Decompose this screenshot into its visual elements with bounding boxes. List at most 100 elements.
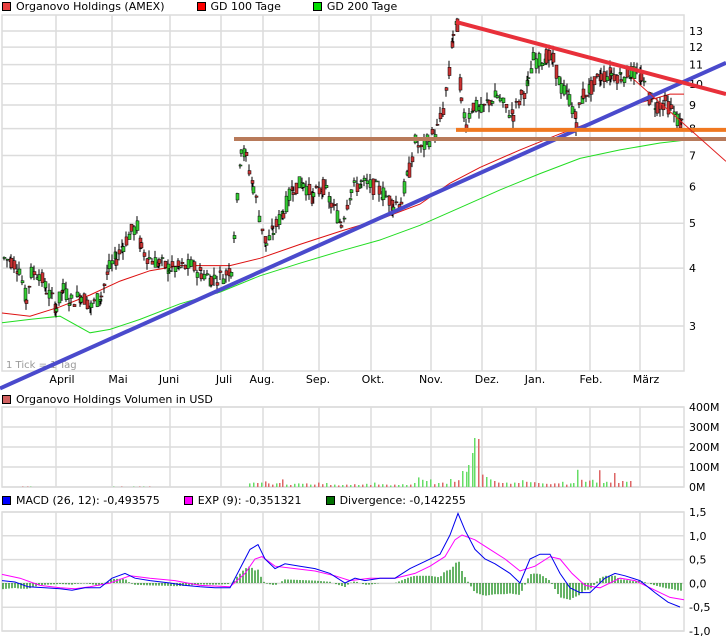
volume-bar — [596, 482, 598, 487]
x-tick-label: Feb. — [580, 373, 603, 386]
volume-bar — [573, 483, 575, 487]
legend-item-macd: MACD (26, 12): -0,493575 — [2, 494, 160, 507]
volume-bar — [362, 484, 364, 487]
y-tick-label: 9 — [689, 99, 696, 112]
macd-y-tick: 1,5 — [689, 506, 707, 519]
x-tick-label: Dez. — [475, 373, 500, 386]
macd-panel: 1,5 1,0 0,5 0,0 -0,5 -1,0 — [1, 506, 710, 638]
volume-bar — [468, 465, 470, 487]
volume-bar — [454, 481, 456, 487]
volume-bar — [282, 479, 284, 487]
volume-bar — [618, 483, 620, 487]
volume-bar — [599, 470, 601, 487]
x-tick-label: April — [49, 373, 74, 386]
volume-bar — [626, 481, 628, 487]
volume-bar — [249, 483, 251, 487]
volume-bar — [426, 481, 428, 487]
volume-bar — [542, 483, 544, 487]
volume-bar — [322, 484, 324, 487]
volume-bar — [442, 482, 444, 487]
volume-bar — [622, 481, 624, 487]
volume-bar — [261, 482, 263, 487]
volume-bar — [466, 471, 468, 487]
volume-bar — [306, 483, 308, 487]
volume-bar — [530, 482, 532, 487]
volume-bar — [614, 473, 616, 487]
volume-bar — [265, 481, 267, 487]
y-tick-label: 13 — [689, 25, 703, 38]
volume-bar — [486, 477, 488, 487]
volume-bar — [630, 481, 632, 487]
legend-item-gd100: GD 100 Tage — [196, 0, 281, 13]
trendline-rising-support — [0, 60, 726, 391]
volume-bar — [534, 482, 536, 487]
macd-y-tick: 1,0 — [689, 530, 707, 543]
volume-bar — [603, 483, 605, 487]
volume-bar — [257, 483, 259, 487]
macd-y-tick: 0,0 — [689, 577, 707, 590]
volume-bar — [546, 483, 548, 487]
volume-bar — [494, 481, 496, 487]
trendline-thin-red-falling — [631, 77, 726, 162]
x-tick-label: Juni — [158, 373, 179, 386]
volume-bar — [378, 484, 380, 487]
volume-bar — [414, 483, 416, 487]
volume-y-tick: 300M — [689, 421, 720, 434]
trendline-falling-resistance — [455, 19, 726, 97]
volume-y-tick: 200M — [689, 441, 720, 454]
volume-bar — [272, 484, 274, 487]
macd-y-tick: 0,5 — [689, 554, 707, 567]
volume-bar — [279, 483, 281, 487]
legend-swatch-exp — [183, 496, 193, 505]
volume-bar — [610, 482, 612, 487]
legend-swatch-gd100 — [196, 2, 206, 11]
volume-panel: 400M 300M 200M 100M 0M — [1, 401, 720, 494]
volume-bar — [592, 479, 594, 487]
macd-y-tick: -0,5 — [689, 601, 710, 614]
volume-y-tick: 400M — [689, 401, 720, 414]
volume-bar — [577, 469, 579, 487]
volume-bar — [498, 482, 500, 487]
volume-bar — [402, 484, 404, 487]
volume-y-tick: 100M — [689, 461, 720, 474]
volume-bar — [302, 483, 304, 487]
volume-legend: Organovo Holdings Volumen in USD — [2, 393, 231, 406]
volume-bar — [253, 482, 255, 487]
price-legend: Organovo Holdings (AMEX) GD 100 Tage GD … — [2, 0, 415, 13]
volume-bar — [438, 483, 440, 487]
volume-y-tick: 0M — [689, 481, 706, 494]
volume-bar — [276, 483, 278, 487]
volume-bar — [562, 481, 564, 487]
tick-info: 1 Tick = 1 Tag — [6, 360, 77, 371]
volume-bar — [382, 484, 384, 487]
legend-swatch-divergence — [325, 496, 335, 505]
volume-bar — [386, 484, 388, 487]
volume-bar — [326, 483, 328, 487]
volume-bar — [526, 481, 528, 487]
volume-bar — [478, 439, 480, 487]
legend-label-gd100: GD 100 Tage — [210, 0, 281, 13]
volume-bar — [298, 483, 300, 487]
legend-label-divergence: Divergence: -0,142255 — [339, 494, 466, 507]
volume-bar — [522, 480, 524, 487]
x-tick-label: März — [633, 373, 660, 386]
legend-item-gd200: GD 200 Tage — [312, 0, 397, 13]
volume-bar — [430, 479, 432, 487]
legend-label-macd: MACD (26, 12): -0,493575 — [16, 494, 160, 507]
volume-bar — [290, 485, 292, 487]
x-tick-label: Aug. — [250, 373, 275, 386]
y-tick-label: 12 — [689, 41, 703, 54]
volume-bar — [294, 483, 296, 487]
legend-label-volume: Organovo Holdings Volumen in USD — [16, 393, 213, 406]
volume-bar — [581, 479, 583, 487]
x-tick-label: Sep. — [306, 373, 330, 386]
volume-bar — [462, 471, 464, 487]
volume-bar — [374, 482, 376, 487]
volume-bar — [606, 481, 608, 487]
volume-bar — [310, 484, 312, 487]
volume-bar — [558, 483, 560, 487]
volume-bar — [366, 483, 368, 487]
legend-swatch-volume — [2, 395, 11, 404]
volume-bar — [406, 485, 408, 487]
